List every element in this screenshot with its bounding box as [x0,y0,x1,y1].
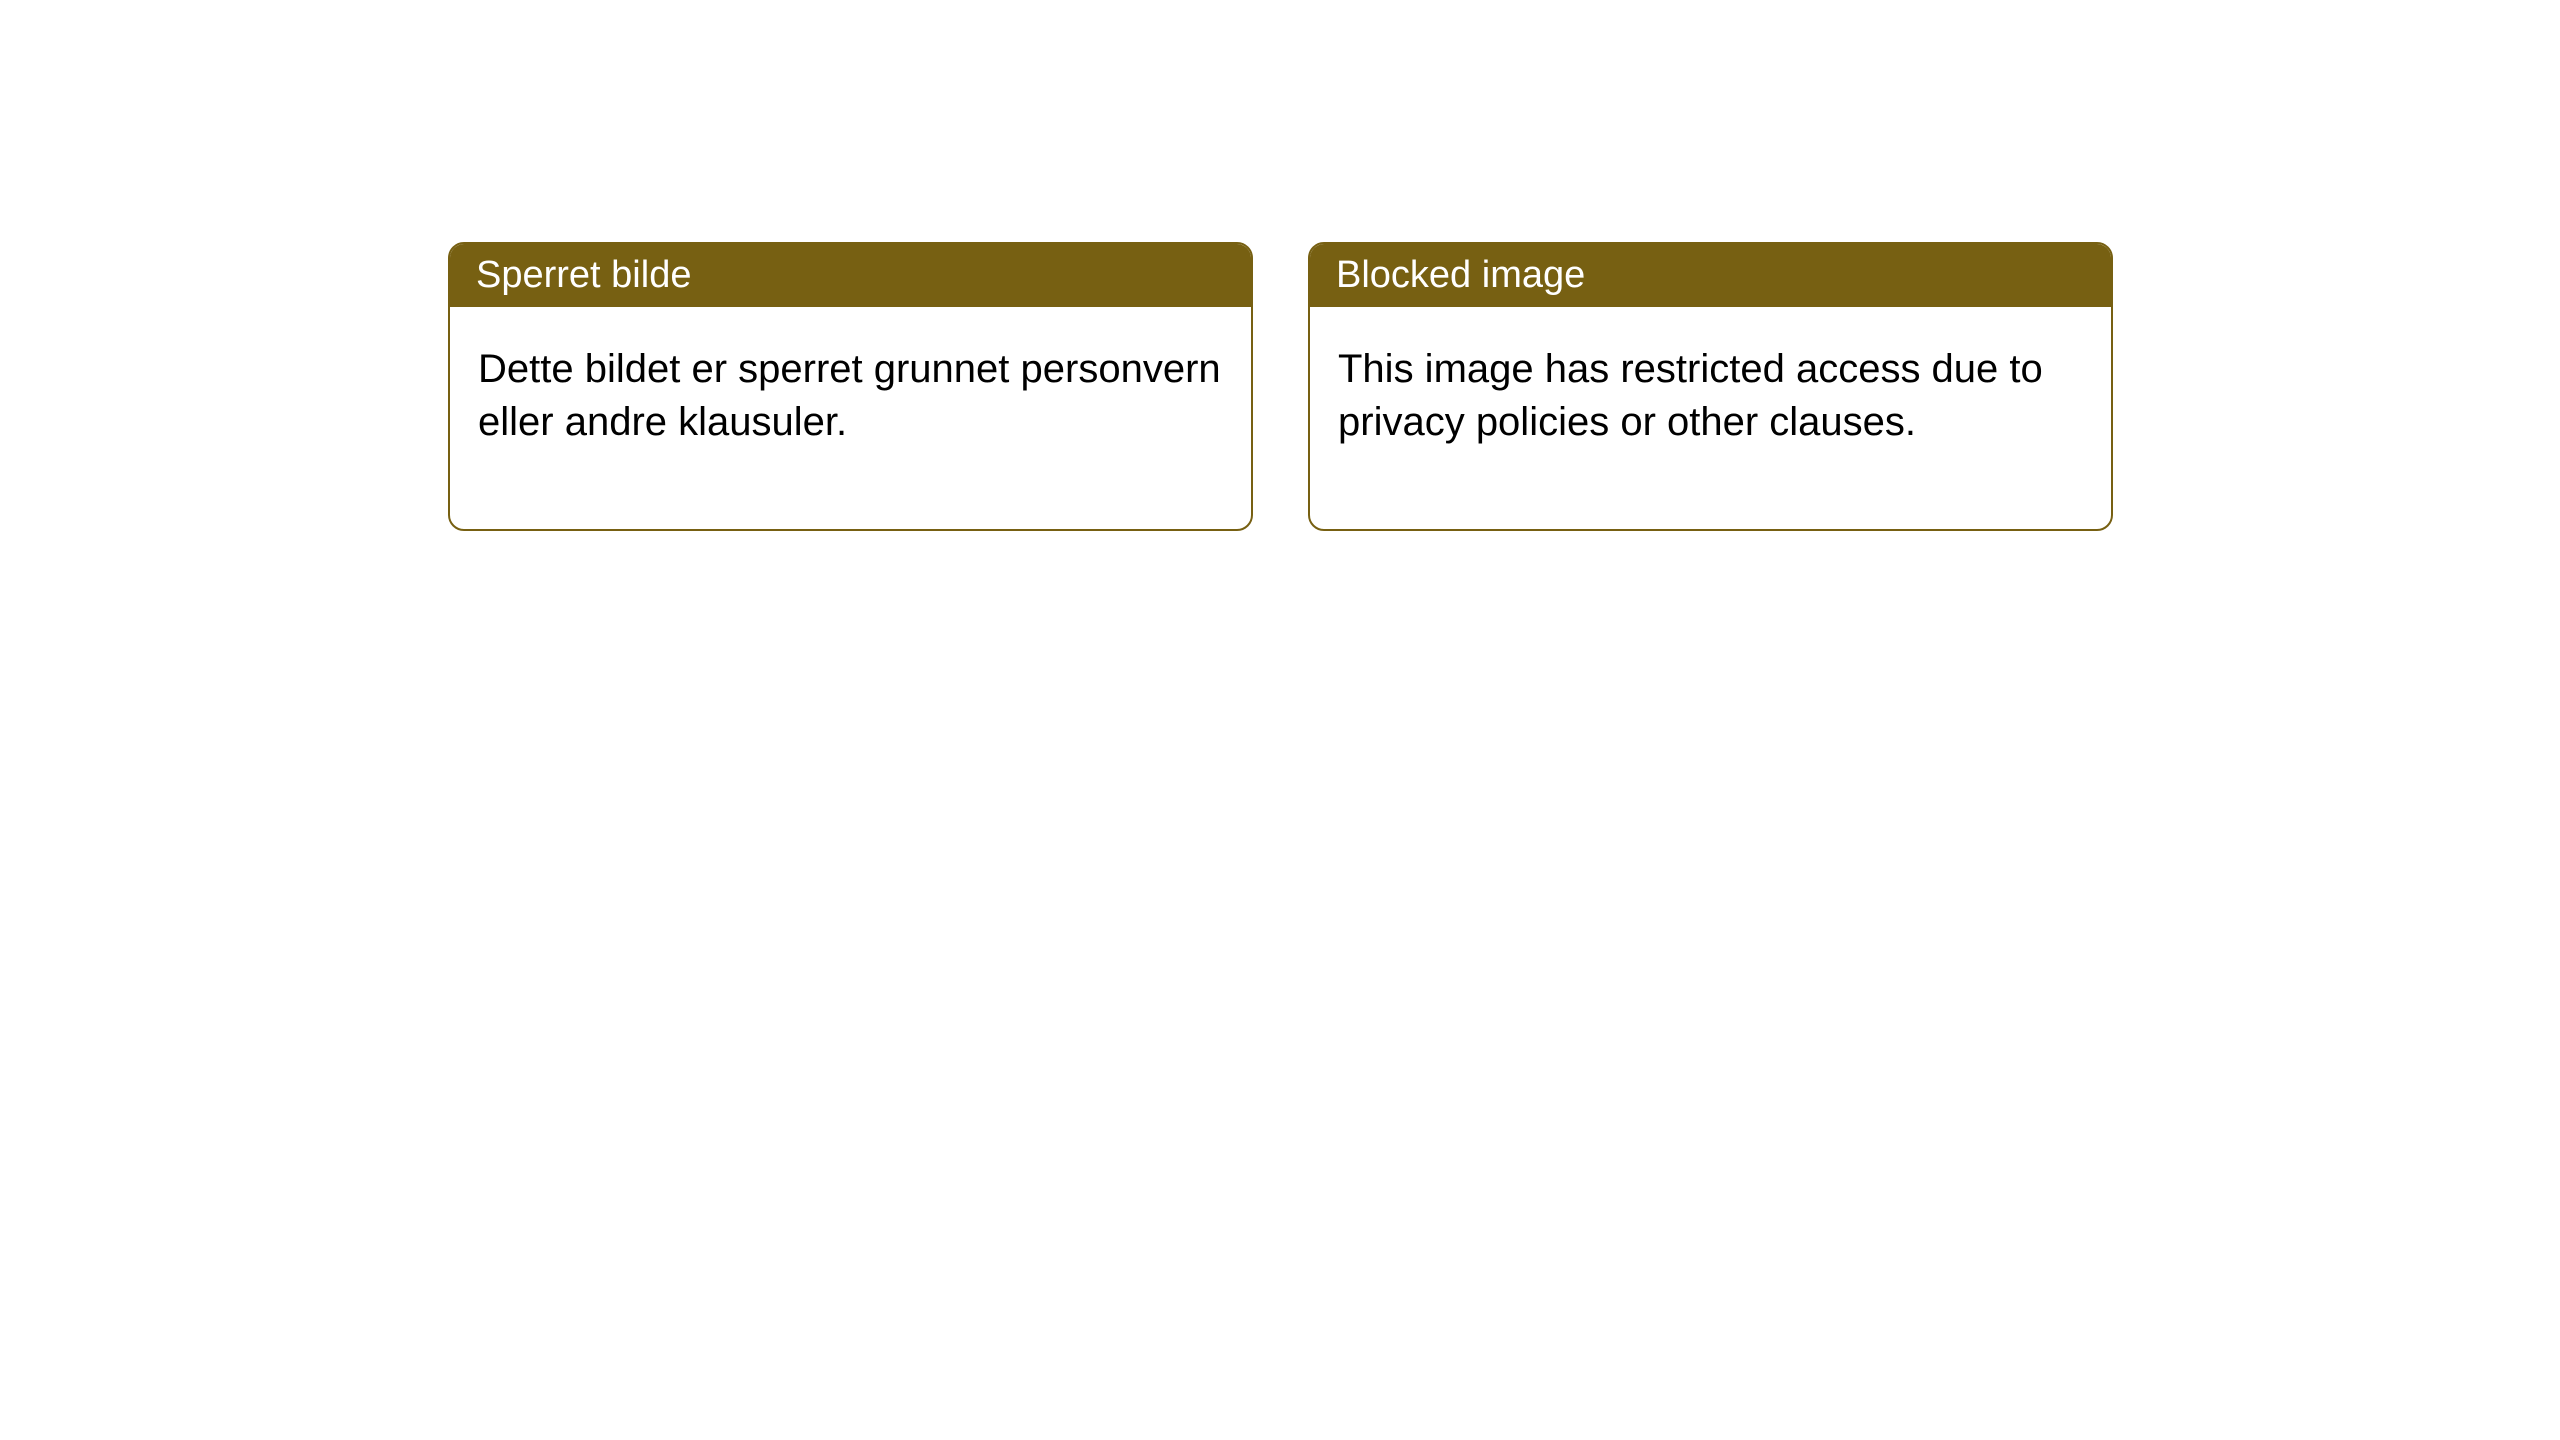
card-header-no: Sperret bilde [450,244,1251,307]
cards-container: Sperret bilde Dette bildet er sperret gr… [0,0,2560,531]
card-body-no: Dette bildet er sperret grunnet personve… [450,307,1251,529]
card-body-en: This image has restricted access due to … [1310,307,2111,529]
blocked-image-card-no: Sperret bilde Dette bildet er sperret gr… [448,242,1253,531]
card-header-en: Blocked image [1310,244,2111,307]
blocked-image-card-en: Blocked image This image has restricted … [1308,242,2113,531]
